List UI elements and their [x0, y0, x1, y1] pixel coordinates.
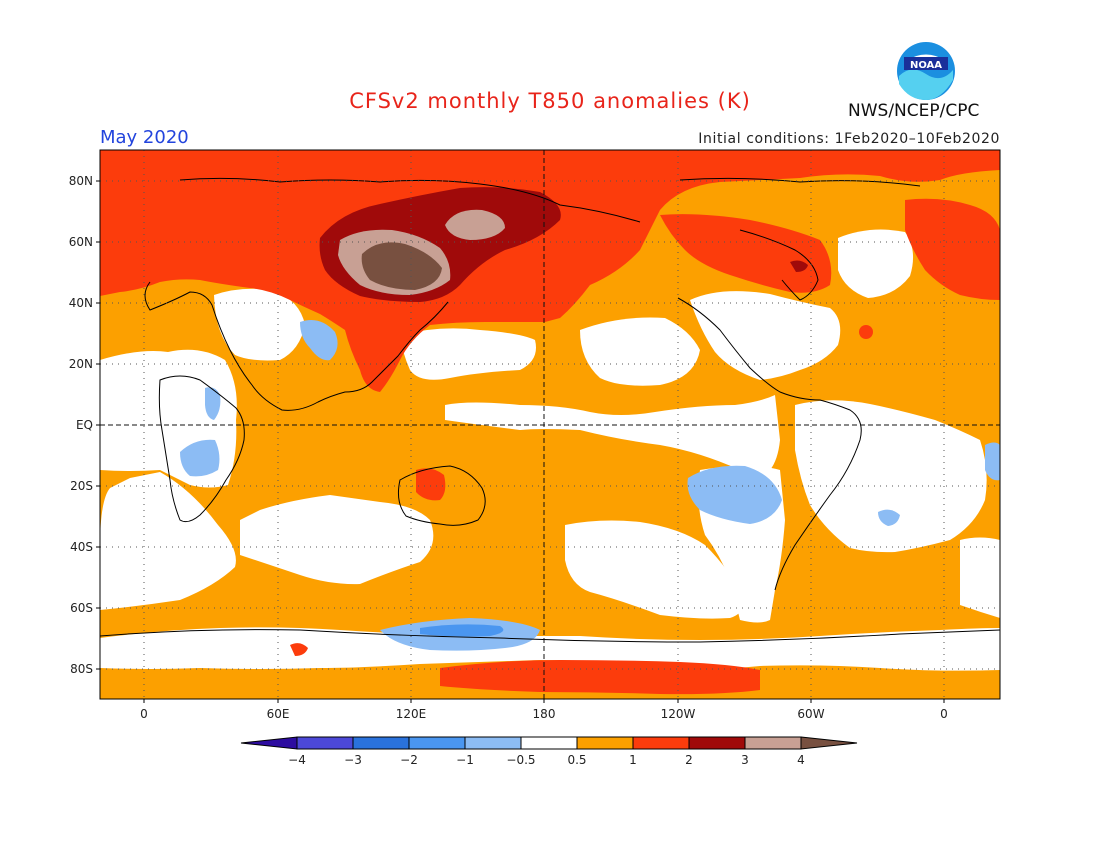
- lat-label: 40N: [69, 296, 93, 310]
- legend-label: 3: [741, 753, 749, 767]
- lat-label: EQ: [76, 418, 93, 432]
- legend-swatch: [744, 736, 802, 750]
- legend-swatch: [296, 736, 354, 750]
- legend-swatch: [688, 736, 746, 750]
- lon-label: 120W: [661, 707, 696, 721]
- graticule: [100, 150, 1000, 699]
- legend-swatch: [632, 736, 690, 750]
- legend-swatches: [240, 736, 858, 750]
- field-tan-arctic: [445, 209, 505, 240]
- lat-label: 20S: [70, 479, 93, 493]
- agency-label: NWS/NCEP/CPC: [848, 101, 980, 121]
- equator-dateline: [100, 150, 1000, 699]
- lat-label: 20N: [69, 357, 93, 371]
- legend-label: 1: [629, 753, 637, 767]
- field-negative-strong: [420, 624, 504, 637]
- legend-label: −2: [400, 753, 418, 767]
- legend-swatch: [464, 736, 522, 750]
- legend-swatch: [408, 736, 466, 750]
- noaa-logo-icon: NOAA: [897, 42, 955, 100]
- lat-label: 40S: [70, 540, 93, 554]
- initial-conditions: Initial conditions: 1Feb2020–10Feb2020: [698, 131, 1000, 147]
- noaa-logo-text: NOAA: [910, 60, 942, 71]
- field-dark-red-small: [790, 260, 808, 272]
- legend-label: 0.5: [567, 753, 586, 767]
- legend-label: −4: [288, 753, 306, 767]
- forecast-month: May 2020: [100, 127, 189, 148]
- lat-label: 80S: [70, 662, 93, 676]
- field-negative: [180, 319, 1000, 651]
- legend-label: −0.5: [506, 753, 535, 767]
- legend-swatch: [576, 736, 634, 750]
- lon-label: 180: [533, 707, 556, 721]
- lat-label: 60S: [70, 601, 93, 615]
- lat-label: 60N: [69, 235, 93, 249]
- legend-arrow-low: [240, 736, 298, 750]
- longitude-labels: 0 60E 120E 180 120W 60W 0: [140, 707, 948, 721]
- legend-label: −1: [456, 753, 474, 767]
- coastlines: [100, 177, 1000, 643]
- legend-label: −3: [344, 753, 362, 767]
- latitude-labels: 80N 60N 40N 20N EQ 20S 40S 60S 80S: [69, 174, 93, 676]
- legend-arrow-high: [800, 736, 858, 750]
- lat-label: 80N: [69, 174, 93, 188]
- legend-swatch: [352, 736, 410, 750]
- legend-swatch: [520, 736, 578, 750]
- legend-label: 2: [685, 753, 693, 767]
- lon-label: 0: [140, 707, 148, 721]
- lon-label: 120E: [396, 707, 427, 721]
- lon-label: 60W: [797, 707, 824, 721]
- lon-label: 60E: [267, 707, 290, 721]
- legend-label: 4: [797, 753, 805, 767]
- chart-title: CFSv2 monthly T850 anomalies (K): [349, 89, 751, 113]
- axis-ticks: [96, 180, 945, 703]
- lon-label: 0: [940, 707, 948, 721]
- legend-labels: −4 −3 −2 −1 −0.5 0.5 1 2 3 4: [288, 753, 805, 767]
- field-brown: [361, 242, 442, 290]
